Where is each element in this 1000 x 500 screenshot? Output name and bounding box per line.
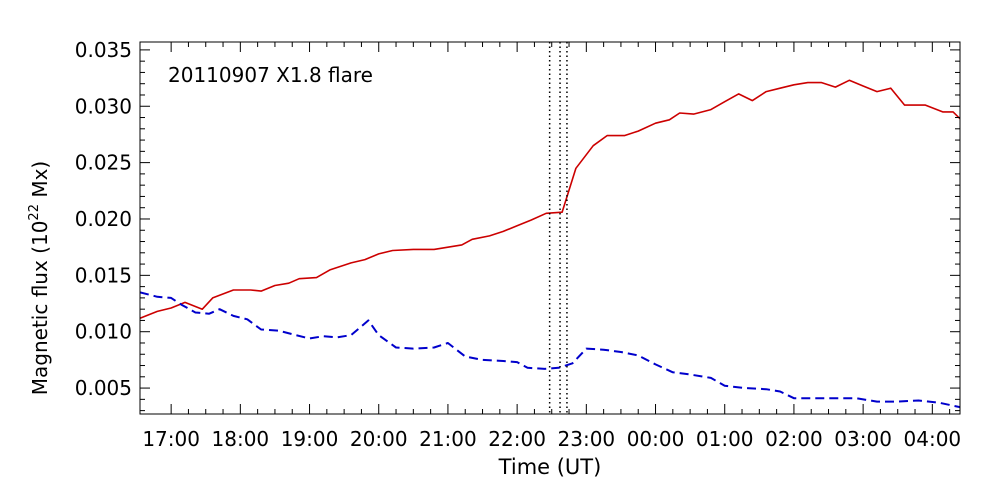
- y-tick-label: 0.025: [75, 151, 132, 175]
- x-tick-label: 18:00: [212, 427, 270, 451]
- y-axis-title-unit: Mx): [28, 161, 52, 204]
- x-tick-label: 02:00: [765, 427, 823, 451]
- y-axis-title: Magnetic flux (1022 Mx): [27, 161, 52, 395]
- x-tick-label: 19:00: [281, 427, 339, 451]
- y-tick-label: 0.020: [75, 207, 132, 231]
- x-tick-label: 20:00: [350, 427, 408, 451]
- y-tick-label: 0.005: [75, 376, 132, 400]
- x-tick-label: 01:00: [696, 427, 754, 451]
- blue-flux-line: [140, 291, 960, 409]
- series-layer: [140, 79, 960, 409]
- y-axis-title-main: Magnetic flux (10: [28, 221, 52, 396]
- y-axis-title-exponent: 22: [27, 204, 42, 221]
- y-tick-label: 0.030: [75, 94, 132, 118]
- x-tick-label: 03:00: [834, 427, 892, 451]
- x-tick-label: 04:00: [904, 427, 962, 451]
- red-flux-line: [140, 79, 960, 319]
- y-tick-label: 0.035: [75, 38, 132, 62]
- y-axis: 0.005 0.010 0.015 0.020 0.025 0.030 0.035: [75, 38, 960, 412]
- x-tick-label: 23:00: [558, 427, 616, 451]
- y-tick-label: 0.015: [75, 263, 132, 287]
- x-axis: 17:00 18:00 19:00 20:00 21:00 22:00 23:00 00:00…: [142, 42, 961, 451]
- x-tick-label: 17:00: [142, 427, 200, 451]
- x-tick-label: 22:00: [488, 427, 546, 451]
- plot-frame: [139, 41, 961, 415]
- x-tick-label: 21:00: [419, 427, 477, 451]
- flare-annotation: 20110907 X1.8 flare: [168, 63, 373, 87]
- x-axis-title: Time (UT): [498, 455, 602, 479]
- flare-marker-lines: [548, 42, 568, 414]
- x-tick-label: 00:00: [627, 427, 685, 451]
- y-tick-label: 0.010: [75, 320, 132, 344]
